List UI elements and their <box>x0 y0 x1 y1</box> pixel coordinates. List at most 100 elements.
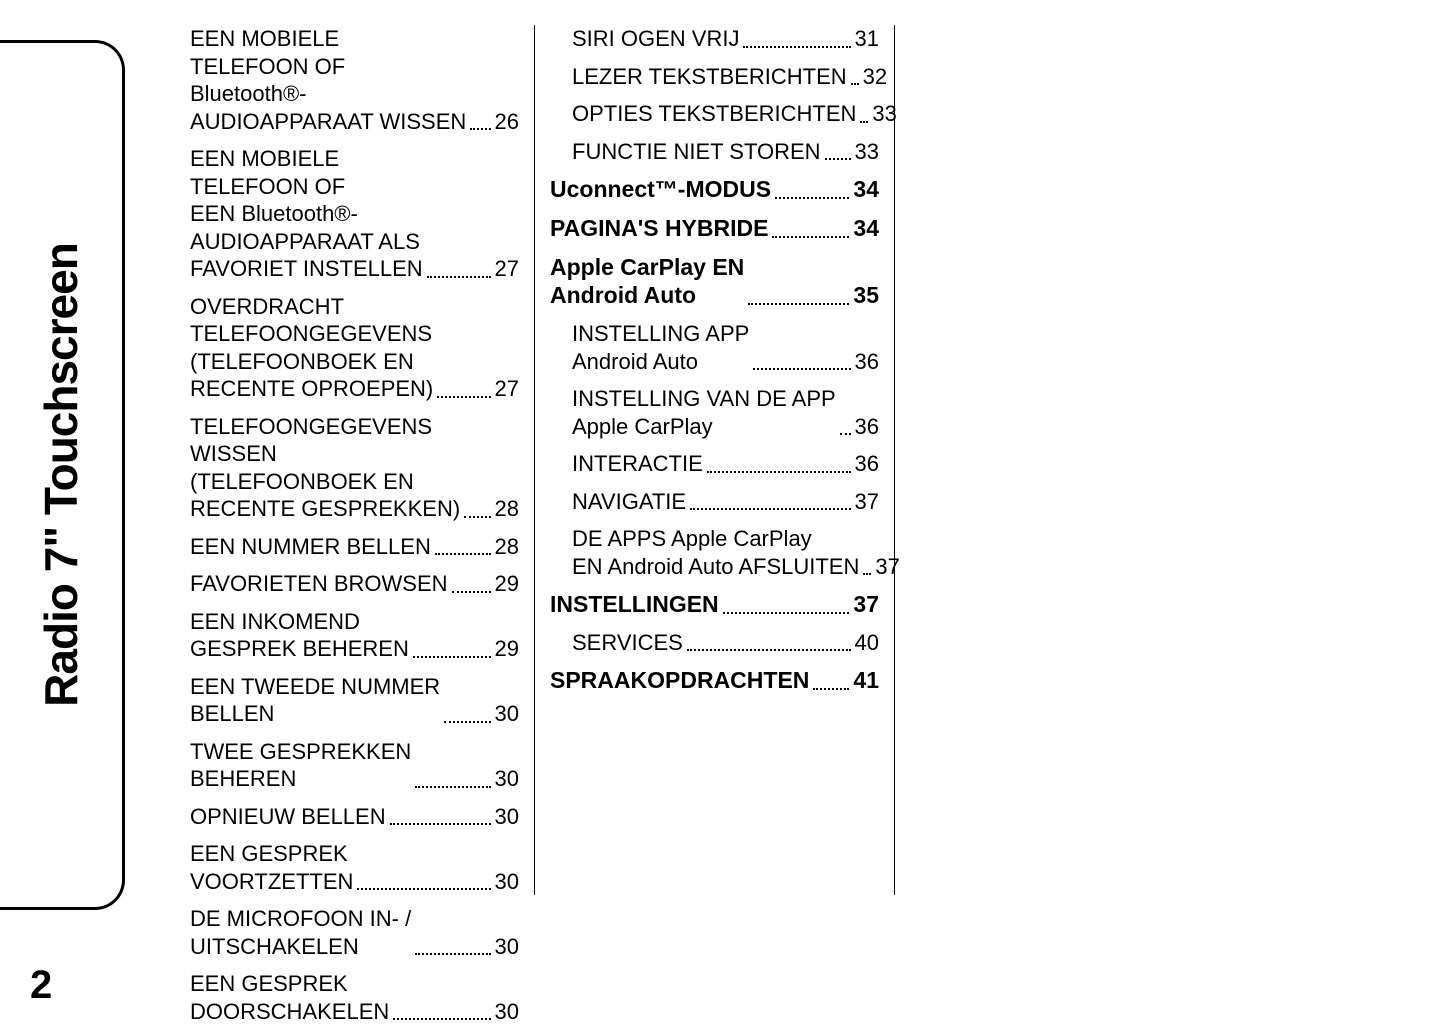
toc-dots <box>772 236 849 238</box>
toc-label: INSTELLINGEN <box>550 590 719 619</box>
toc-page: 30 <box>495 998 519 1025</box>
toc-page: 26 <box>495 108 519 136</box>
toc-row: LEZER TEKSTBERICHTEN32 <box>550 63 879 91</box>
toc-page: 37 <box>875 553 899 581</box>
toc-row: OPTIES TEKSTBERICHTEN33 <box>550 100 879 128</box>
toc-dots <box>851 83 859 85</box>
toc-row: EEN GESPREKVOORTZETTEN 30 <box>190 840 519 895</box>
toc-label: FAVORIETEN BROWSEN <box>190 570 448 598</box>
toc-dots <box>825 158 851 160</box>
toc-dots <box>427 276 491 278</box>
toc-label: NAVIGATIE <box>572 488 686 516</box>
toc-dots <box>813 688 849 690</box>
toc-dots <box>357 888 490 890</box>
toc-label: EEN NUMMER BELLEN <box>190 533 431 561</box>
toc-row: Uconnect™-MODUS 34 <box>550 175 879 204</box>
toc-row: OVERDRACHTTELEFOONGEGEVENS(TELEFOONBOEK … <box>190 293 519 403</box>
toc-row: INSTELLING APPAndroid Auto36 <box>550 320 879 375</box>
page-number: 2 <box>30 963 52 1008</box>
toc-dots <box>435 553 491 555</box>
toc-row: INSTELLINGEN 37 <box>550 590 879 619</box>
toc-label: LEZER TEKSTBERICHTEN <box>572 63 847 91</box>
toc-dots <box>444 721 490 723</box>
toc-label: PAGINA'S HYBRIDE <box>550 214 768 243</box>
column-divider <box>534 25 535 895</box>
toc-column-2: SIRI OGEN VRIJ31LEZER TEKSTBERICHTEN32OP… <box>540 25 889 895</box>
toc-label: EEN TWEEDE NUMMERBELLEN <box>190 673 440 728</box>
toc-page: 30 <box>495 700 519 728</box>
toc-label: INSTELLING VAN DE APPApple CarPlay <box>572 385 836 440</box>
toc-label: OVERDRACHTTELEFOONGEGEVENS(TELEFOONBOEK … <box>190 293 433 403</box>
toc-label: INTERACTIE <box>572 450 703 478</box>
toc-page: 29 <box>495 635 519 663</box>
toc-row: OPNIEUW BELLEN30 <box>190 803 519 831</box>
toc-label: SIRI OGEN VRIJ <box>572 25 739 53</box>
toc-label: DE APPS Apple CarPlayEN Android Auto AFS… <box>572 525 859 580</box>
toc-row: EEN NUMMER BELLEN 28 <box>190 533 519 561</box>
toc-label: OPTIES TEKSTBERICHTEN <box>572 100 856 128</box>
toc-page: 32 <box>863 63 887 91</box>
toc-page: 37 <box>855 488 879 516</box>
toc-dots <box>470 128 490 130</box>
toc-dots <box>863 573 871 575</box>
toc-page: 30 <box>495 933 519 961</box>
toc-dots <box>748 303 849 305</box>
toc-label: EEN MOBIELETELEFOON OFEEN Bluetooth®-AUD… <box>190 145 423 283</box>
toc-dots <box>707 471 851 473</box>
toc-row: SIRI OGEN VRIJ 31 <box>550 25 879 53</box>
toc-page: 35 <box>853 281 879 310</box>
toc-dots <box>775 197 849 199</box>
toc-page: 40 <box>855 629 879 657</box>
toc-dots <box>415 786 490 788</box>
column-divider <box>894 25 895 895</box>
toc-dots <box>743 46 850 48</box>
toc-label: SERVICES <box>572 629 683 657</box>
toc-row: INTERACTIE 36 <box>550 450 879 478</box>
toc-page: 41 <box>853 666 879 695</box>
toc-page: 30 <box>495 868 519 896</box>
toc-row: EEN INKOMENDGESPREK BEHEREN 29 <box>190 608 519 663</box>
toc-page: 36 <box>855 413 879 441</box>
toc-row: DE APPS Apple CarPlayEN Android Auto AFS… <box>550 525 879 580</box>
toc-row: SPRAAKOPDRACHTEN41 <box>550 666 879 695</box>
toc-dots <box>437 396 490 398</box>
toc-label: EEN INKOMENDGESPREK BEHEREN <box>190 608 409 663</box>
toc-column-1: EEN MOBIELETELEFOON OFBluetooth®-AUDIOAP… <box>180 25 529 895</box>
toc-dots <box>690 508 850 510</box>
toc-row: PAGINA'S HYBRIDE34 <box>550 214 879 243</box>
toc-label: TWEE GESPREKKENBEHEREN <box>190 738 411 793</box>
toc-page: 37 <box>853 590 879 619</box>
toc-dots <box>464 516 490 518</box>
toc-row: DE MICROFOON IN- /UITSCHAKELEN30 <box>190 905 519 960</box>
toc-page: 30 <box>495 803 519 831</box>
toc-dots <box>390 823 491 825</box>
toc-label: EEN GESPREKDOORSCHAKELEN <box>190 970 389 1025</box>
toc-dots <box>753 368 850 370</box>
toc-dots <box>393 1018 490 1020</box>
toc-page: 34 <box>853 175 879 204</box>
toc-page: 28 <box>495 533 519 561</box>
toc-page: 36 <box>855 450 879 478</box>
toc-row: FUNCTIE NIET STOREN 33 <box>550 138 879 166</box>
toc-row: FAVORIETEN BROWSEN29 <box>190 570 519 598</box>
sidebar-tab: Radio 7" Touchscreen <box>0 40 125 910</box>
toc-row: EEN TWEEDE NUMMERBELLEN 30 <box>190 673 519 728</box>
toc-page: 33 <box>855 138 879 166</box>
toc-row: Apple CarPlay ENAndroid Auto35 <box>550 253 879 311</box>
toc-page: 27 <box>495 255 519 283</box>
toc-row: INSTELLING VAN DE APPApple CarPlay 36 <box>550 385 879 440</box>
toc-page: 27 <box>495 375 519 403</box>
toc-dots <box>413 656 491 658</box>
toc-label: EEN GESPREKVOORTZETTEN <box>190 840 353 895</box>
toc-label: FUNCTIE NIET STOREN <box>572 138 821 166</box>
toc-dots <box>723 612 850 614</box>
toc-page: 36 <box>855 348 879 376</box>
toc-page: 30 <box>495 765 519 793</box>
toc-label: Uconnect™-MODUS <box>550 175 771 204</box>
toc-row: EEN MOBIELETELEFOON OFEEN Bluetooth®-AUD… <box>190 145 519 283</box>
toc-row: EEN MOBIELETELEFOON OFBluetooth®-AUDIOAP… <box>190 25 519 135</box>
toc-row: EEN GESPREKDOORSCHAKELEN 30 <box>190 970 519 1025</box>
toc-dots <box>415 953 490 955</box>
toc-row: NAVIGATIE 37 <box>550 488 879 516</box>
toc-page: 31 <box>855 25 879 53</box>
